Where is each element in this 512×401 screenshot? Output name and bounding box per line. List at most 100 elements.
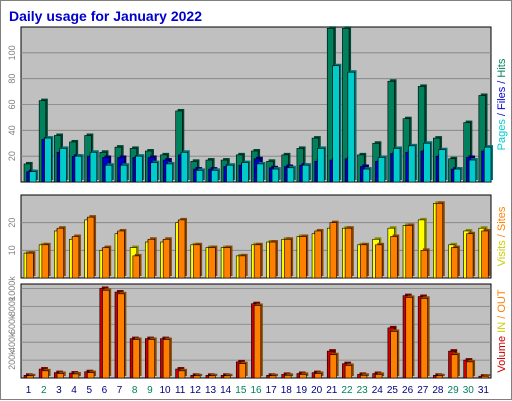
panel-1-pages-bar (104, 163, 114, 183)
series-label-part: IN (496, 319, 508, 336)
x-tick-label: 5 (86, 385, 92, 396)
panel-2-sites-bar (344, 226, 354, 279)
panel-3-out-bar (41, 368, 51, 379)
panel-3-out-bar (102, 288, 112, 379)
panel-2-sites-bar (269, 240, 278, 279)
panel-2-sites-bar (481, 228, 491, 279)
panel-2-sites-bar (147, 237, 157, 279)
series-label-part: Volume (496, 336, 508, 373)
panel-2-sites-bar (132, 253, 142, 279)
series-label-part: / (496, 110, 508, 119)
panel-1-pages-bar (150, 160, 160, 183)
panel-3-out-bar (299, 372, 309, 379)
panel-2-sites-bar (466, 231, 476, 279)
panel-3-out-bar (56, 371, 66, 379)
panel-3-out-bar (405, 295, 415, 379)
panel-3-out-bar (162, 337, 172, 379)
panel-1-pages-bar (165, 161, 175, 183)
panel-2-sites-bar (208, 245, 218, 279)
panel-3-out-bar (375, 372, 385, 379)
x-tick-label: 24 (372, 385, 384, 396)
x-tick-label: 16 (250, 385, 262, 396)
x-tick-label: 20 (311, 385, 323, 396)
x-tick-label: 10 (159, 385, 171, 396)
panel-2-sites-bar (284, 237, 294, 279)
panel-3-out-bar (284, 373, 294, 379)
x-tick-label: 23 (357, 385, 369, 396)
panel-3-out-bar (253, 303, 263, 379)
panel-2-sites-bar (420, 248, 430, 279)
panel-1-pages-bar (453, 167, 463, 183)
x-tick-label: 26 (402, 385, 414, 396)
panel-2-sites-bar (223, 245, 233, 279)
x-tick-label: 9 (147, 385, 153, 396)
x-tick-label: 7 (117, 385, 123, 396)
panel-3-ytick-label: 400k (7, 332, 17, 352)
series-label-part: Files (496, 86, 508, 110)
series-label-part: / (496, 231, 508, 240)
panel-1-pages-bar (59, 146, 69, 183)
x-tick-label: 25 (387, 385, 399, 396)
panel-1-pages-bar (271, 167, 281, 183)
panel-3-out-bar (344, 363, 354, 379)
panel-1-pages-bar (483, 145, 493, 183)
series-label-part: / (496, 315, 508, 319)
panel-3-out-bar (481, 374, 491, 379)
panel-3-out-bar (208, 373, 218, 379)
panel-1-pages-bar (438, 147, 448, 183)
x-tick-label: 6 (102, 385, 108, 396)
panel-2-sites-bar (56, 226, 66, 279)
panel-3-out-bar (450, 352, 460, 379)
panel-3-series-label: Volume IN / OUT (496, 289, 508, 372)
panel-2-sites-bar (359, 242, 369, 279)
panel-1-ytick-label: 40 (7, 125, 17, 135)
panel-3-out-bar (26, 373, 36, 379)
panel-3-out-bar (147, 337, 157, 379)
series-label-part: Hits (496, 58, 508, 77)
x-tick-label: 2 (41, 385, 47, 396)
panel-1-pages-bar (226, 163, 236, 183)
x-tick-label: 3 (56, 385, 62, 396)
panel-1-pages-bar (44, 136, 54, 183)
x-tick-label: 31 (478, 385, 490, 396)
panel-3-ytick-label: 1000k (7, 276, 17, 301)
panel-3-out-bar (314, 371, 324, 379)
panel-3-ytick-label: 600k (7, 314, 17, 334)
panel-3-ytick-label: 800k (7, 296, 17, 316)
panel-2-sites-bar (299, 234, 309, 279)
panel-2-sites-bar (178, 217, 188, 279)
panel-1-pages-bar (286, 165, 296, 183)
panel-3-ytick-label: 200k (7, 350, 17, 370)
panel-1-pages-bar (74, 154, 84, 183)
panel-1-pages-bar (195, 168, 205, 183)
panel-2-series-label: Visits / Sites (496, 206, 508, 266)
series-label-part: / (496, 78, 508, 87)
panel-2-sites-bar (375, 242, 385, 279)
x-tick-label: 13 (205, 385, 217, 396)
panel-2-sites-bar (329, 220, 339, 279)
panel-1-pages-bar (393, 146, 402, 183)
x-tick-label: 8 (132, 385, 138, 396)
panel-2-sites-bar (71, 234, 81, 279)
series-label-part: Pages (496, 119, 508, 151)
panel-2-sites-bar (87, 215, 97, 279)
panel-1-pages-bar (135, 154, 145, 183)
panel-3-out-bar (117, 291, 127, 379)
x-tick-label: 14 (220, 385, 232, 396)
panel-1-pages-bar (317, 146, 327, 183)
x-tick-label: 22 (341, 385, 353, 396)
panel-2-sites-bar (253, 242, 263, 279)
x-tick-label: 4 (71, 385, 77, 396)
panel-2-ytick-label: 10 (7, 245, 17, 255)
panel-1-pages-bar (423, 141, 433, 183)
panel-3-out-bar (359, 373, 369, 379)
panel-1-ytick-label: 100 (7, 45, 17, 60)
panel-3-out-bar (87, 370, 97, 379)
panel-1-pages-bar (211, 168, 221, 183)
panel-3-out-bar (435, 373, 445, 379)
panel-1-pages-bar (347, 70, 357, 183)
panel-2-sites-bar (238, 253, 248, 279)
x-tick-label: 28 (432, 385, 444, 396)
x-tick-label: 30 (463, 385, 475, 396)
panel-1-pages-bar (377, 155, 387, 183)
